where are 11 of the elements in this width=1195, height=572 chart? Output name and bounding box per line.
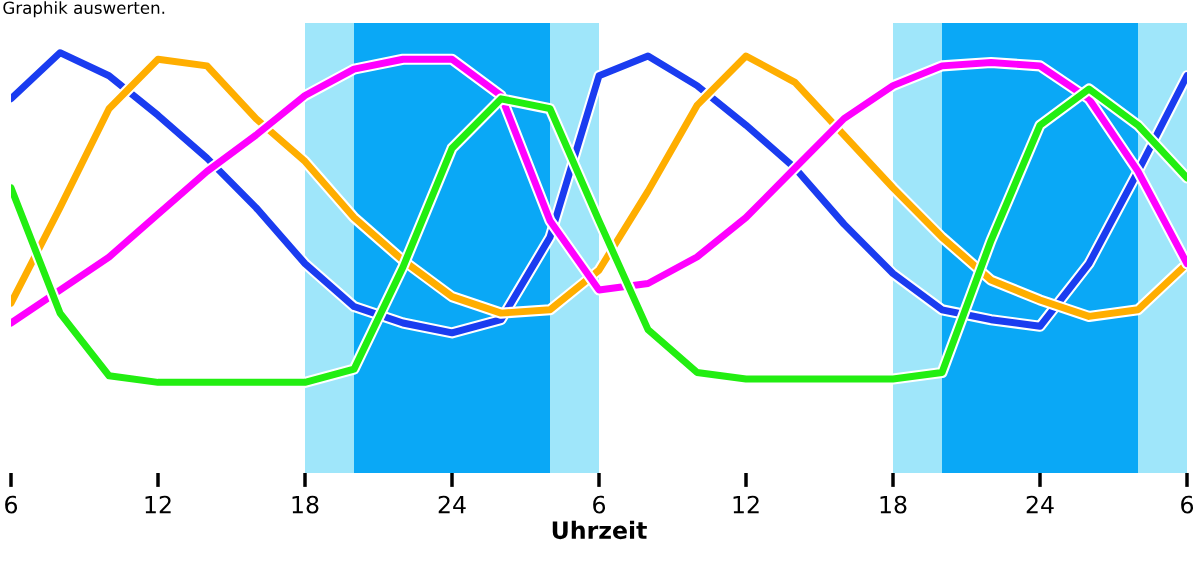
x-tick-label: 24 (438, 495, 466, 514)
x-tick-label: 6 (1181, 495, 1194, 514)
x-tick-label: 12 (145, 495, 171, 514)
x-tick-label: 24 (1026, 495, 1054, 514)
text: Graphik auswerten. (3, 1, 165, 18)
x-tick-label: 6 (5, 495, 18, 514)
x-tick-label: 6 (593, 495, 606, 514)
x-tick-label: 12 (733, 495, 759, 514)
x-tick-label: 18 (292, 495, 319, 514)
x-axis-title: Uhrzeit (552, 520, 647, 540)
x-tick-label: 18 (880, 495, 907, 514)
